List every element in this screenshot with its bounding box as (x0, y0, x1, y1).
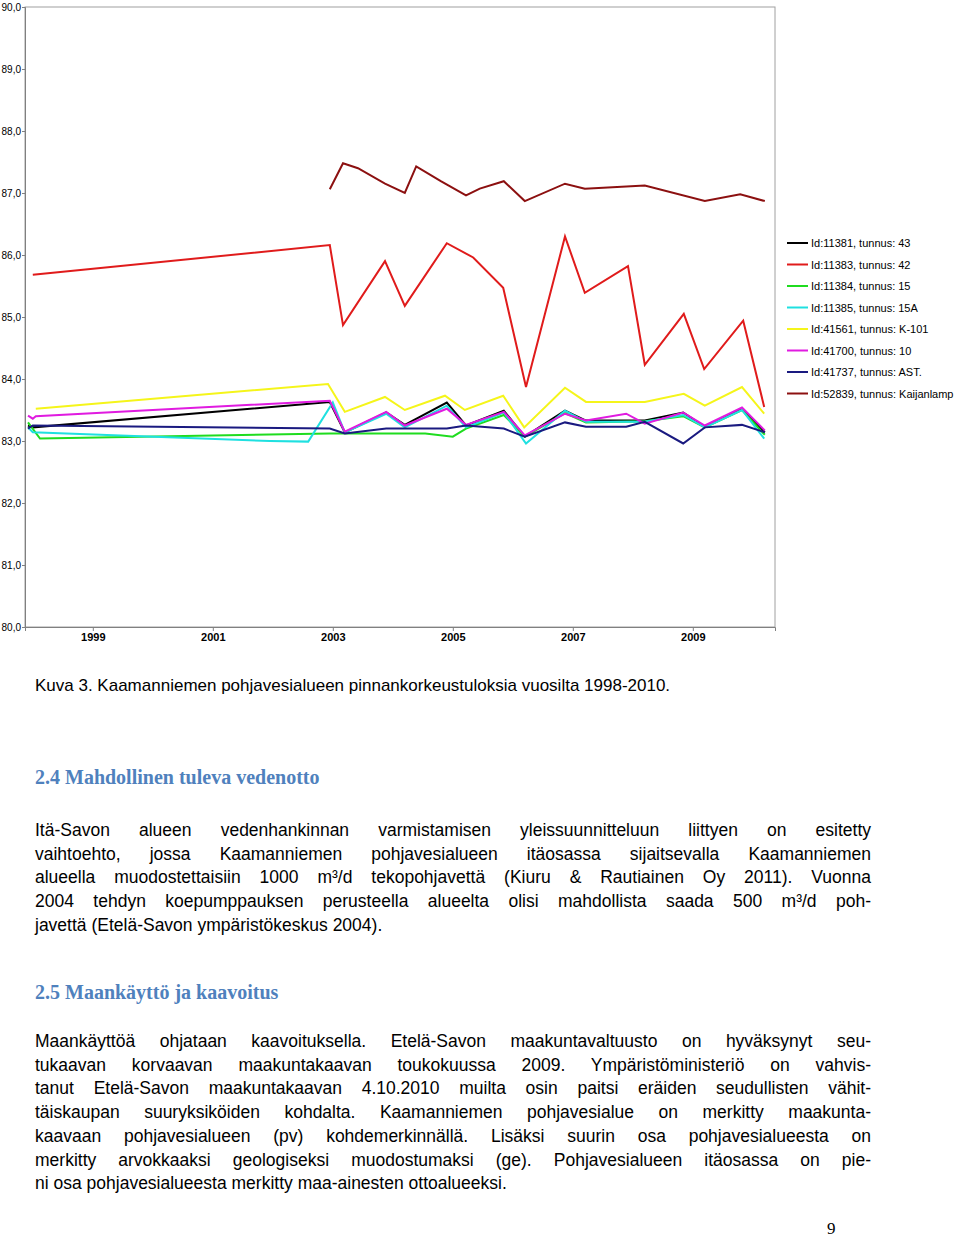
x-tick-label: 2001 (201, 631, 225, 643)
legend-swatch (787, 264, 808, 266)
y-tick-label: 89,0 (2, 64, 22, 75)
legend-item: Id:41737, tunnus: AST. (787, 366, 922, 378)
x-tick-label: 2007 (561, 631, 585, 643)
y-tick-mark (22, 69, 25, 70)
y-tick: 87,0 (2, 188, 25, 199)
page-number: 9 (827, 1219, 836, 1238)
y-tick: 86,0 (2, 250, 25, 261)
caption: Kuva 3. Kaamanniemen pohjavesialueen pin… (35, 676, 670, 696)
legend: Id:11381, tunnus: 43 Id:11383, tunnus: 42… (787, 237, 954, 400)
legend-label: Id:11385, tunnus: 15A (811, 302, 918, 314)
paragraph-line: javettä (Etelä-Savon ympäristökeskus 200… (35, 915, 871, 936)
legend-item: Id:11383, tunnus: 42 (787, 259, 911, 271)
legend-label: Id:41561, tunnus: K-101 (811, 323, 928, 335)
legend-label: Id:11383, tunnus: 42 (811, 259, 911, 271)
x-tick: 2005 (441, 627, 465, 643)
plot-frame (25, 7, 775, 627)
paragraph-line: täiskaupan suuryksiköiden kohdalta. Kaam… (35, 1102, 871, 1123)
y-tick: 88,0 (2, 126, 25, 137)
y-axis: 80,0 81,0 82,0 83,0 84,0 85,0 86,0 87,0 88,0 89,0… (2, 2, 26, 633)
legend-swatch (787, 307, 808, 309)
y-tick-label: 85,0 (2, 312, 22, 323)
series-line (33, 236, 764, 407)
series-line (28, 422, 765, 444)
legend-label: Id:41737, tunnus: AST. (811, 366, 922, 378)
paragraph-line: vaihtoehto, jossa Kaamanniemen pohjavesi… (35, 844, 871, 865)
y-tick-mark (22, 7, 25, 8)
paragraph-line: ni osa pohjavesialueesta merkitty maa-ai… (35, 1173, 871, 1194)
legend-swatch (787, 328, 808, 330)
y-tick-label: 87,0 (2, 188, 22, 199)
legend-item: Id:11384, tunnus: 15 (787, 280, 911, 292)
x-tick-label: 1999 (81, 631, 105, 643)
legend-swatch (787, 371, 808, 373)
y-tick: 83,0 (2, 436, 25, 447)
legend-item: Id:11381, tunnus: 43 (787, 237, 911, 249)
legend-item: Id:41700, tunnus: 10 (787, 345, 911, 357)
legend-swatch (787, 393, 808, 395)
legend-swatch (787, 350, 808, 352)
paragraph-line: Itä-Savon alueen vedenhankinnan varmista… (35, 820, 871, 841)
x-axis-line (26, 628, 776, 632)
series-line (28, 401, 765, 436)
section-heading: 2.4 Mahdollinen tuleva vedenotto (35, 766, 319, 789)
y-tick-label: 80,0 (2, 622, 22, 633)
y-tick: 80,0 (2, 622, 25, 633)
y-tick: 89,0 (2, 64, 25, 75)
y-tick-mark (22, 503, 25, 504)
section-heading: 2.5 Maankäyttö ja kaavoitus (35, 981, 278, 1004)
series-lines (28, 163, 765, 443)
y-tick-mark (22, 255, 25, 256)
x-tick: 2001 (201, 627, 225, 643)
legend-item: Id:52839, tunnus: Kaijanlamp (787, 388, 954, 400)
legend-swatch (787, 285, 808, 287)
legend-label: Id:41700, tunnus: 10 (811, 345, 911, 357)
series-line (28, 403, 764, 444)
y-tick-mark (22, 627, 25, 628)
y-tick-mark (22, 131, 25, 132)
y-axis-line (22, 8, 26, 628)
chart: 80,0 81,0 82,0 83,0 84,0 85,0 86,0 87,0 88,0 89,0… (0, 0, 960, 660)
paragraph-line: tukaavan korvaavan maakuntakaavan toukok… (35, 1055, 871, 1076)
y-tick-label: 82,0 (2, 498, 22, 509)
legend-item: Id:41561, tunnus: K-101 (787, 323, 928, 335)
x-tick-label: 2005 (441, 631, 465, 643)
y-tick-label: 81,0 (2, 560, 22, 571)
x-tick-label: 2009 (681, 631, 705, 643)
x-tick: 2007 (561, 627, 585, 643)
y-tick-mark (22, 379, 25, 380)
legend-swatch (787, 242, 808, 244)
y-tick-label: 84,0 (2, 374, 22, 385)
paragraph-line: tanut Etelä-Savon maakuntakaavan 4.10.20… (35, 1078, 871, 1099)
series-line (330, 163, 765, 201)
x-tick-label: 2003 (321, 631, 345, 643)
x-tick: 1999 (81, 627, 105, 643)
y-tick: 82,0 (2, 498, 25, 509)
paragraph-line: kaavaan pohjavesialueen (pv) kohdemerkin… (35, 1126, 871, 1147)
y-tick-label: 90,0 (2, 2, 22, 13)
y-tick-label: 88,0 (2, 126, 22, 137)
legend-label: Id:11384, tunnus: 15 (811, 280, 911, 292)
y-tick-mark (22, 193, 25, 194)
y-tick-mark (22, 317, 25, 318)
y-tick: 90,0 (2, 2, 25, 13)
y-tick-label: 86,0 (2, 250, 22, 261)
x-axis: 1999 2001 2003 2005 2007 2009 (26, 627, 776, 643)
paragraph-line: Maankäyttöä ohjataan kaavoituksella. Ete… (35, 1031, 871, 1052)
x-tick: 2003 (321, 627, 345, 643)
series-line (28, 410, 765, 439)
y-tick-mark (22, 565, 25, 566)
y-tick-mark (22, 441, 25, 442)
paragraph-line: merkitty arvokkaaksi geologiseksi muodos… (35, 1150, 871, 1171)
x-tick: 2009 (681, 627, 705, 643)
paragraph-line: alueella muodostettaisiin 1000 m³/d teko… (35, 867, 871, 888)
y-tick-label: 83,0 (2, 436, 22, 447)
legend-item: Id:11385, tunnus: 15A (787, 302, 918, 314)
y-tick: 85,0 (2, 312, 25, 323)
y-tick: 81,0 (2, 560, 25, 571)
legend-label: Id:11381, tunnus: 43 (811, 237, 911, 249)
paragraph-line: 2004 tehdyn koepumppauksen perusteella a… (35, 891, 871, 912)
y-tick: 84,0 (2, 374, 25, 385)
legend-label: Id:52839, tunnus: Kaijanlamp (811, 388, 954, 400)
